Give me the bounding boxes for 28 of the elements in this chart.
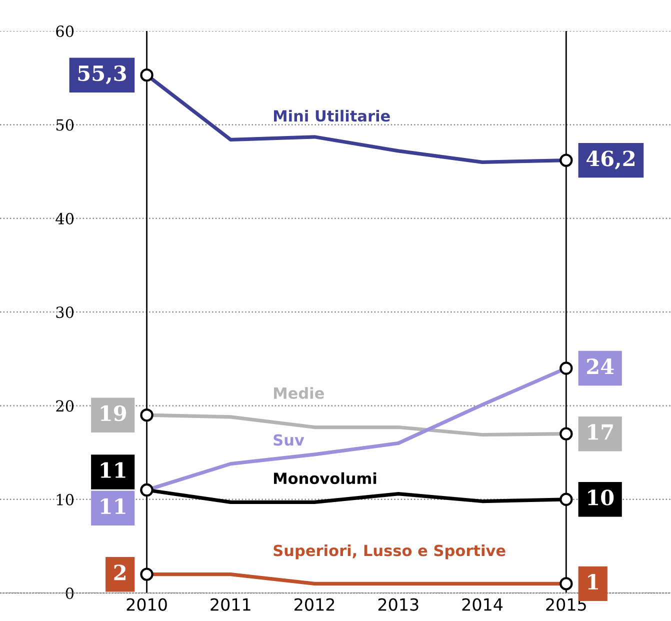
point bbox=[560, 492, 573, 506]
x-tick-label: 2011 bbox=[210, 598, 250, 611]
y-tick-label: 30 bbox=[56, 306, 74, 318]
x-tick-label: 2013 bbox=[378, 598, 418, 611]
data-label: 1 bbox=[588, 574, 598, 590]
y-tick-label: 40 bbox=[56, 212, 74, 224]
y-tick-label: 20 bbox=[56, 400, 74, 412]
x-tick-label: 2012 bbox=[294, 598, 334, 611]
data-label: 24 bbox=[586, 358, 614, 374]
data-label: 10 bbox=[588, 490, 614, 506]
series-label: Suv bbox=[274, 434, 304, 446]
data-label: 55,3 bbox=[78, 65, 126, 84]
y-tick-label: 50 bbox=[56, 119, 74, 131]
x-tick-label: 2010 bbox=[126, 598, 167, 611]
data-label: 17 bbox=[588, 424, 613, 440]
data-label: 11 bbox=[100, 462, 126, 478]
data-label: 46,2 bbox=[586, 150, 634, 170]
y-tick-label: 10 bbox=[56, 494, 74, 506]
data-label: 19 bbox=[100, 405, 126, 422]
series-label: Medie bbox=[274, 387, 324, 399]
x-tick-label: 2014 bbox=[462, 598, 503, 611]
data-label: 2 bbox=[114, 564, 126, 580]
data-label: 11 bbox=[100, 498, 126, 514]
series-label: Mini Utilitarie bbox=[274, 110, 390, 122]
y-tick-label: 60 bbox=[56, 26, 74, 38]
y-tick-label: 0 bbox=[66, 588, 74, 600]
series-label: Monovolumi bbox=[274, 472, 376, 484]
series-label: Superiori, Lusso e Sportive bbox=[274, 544, 506, 560]
